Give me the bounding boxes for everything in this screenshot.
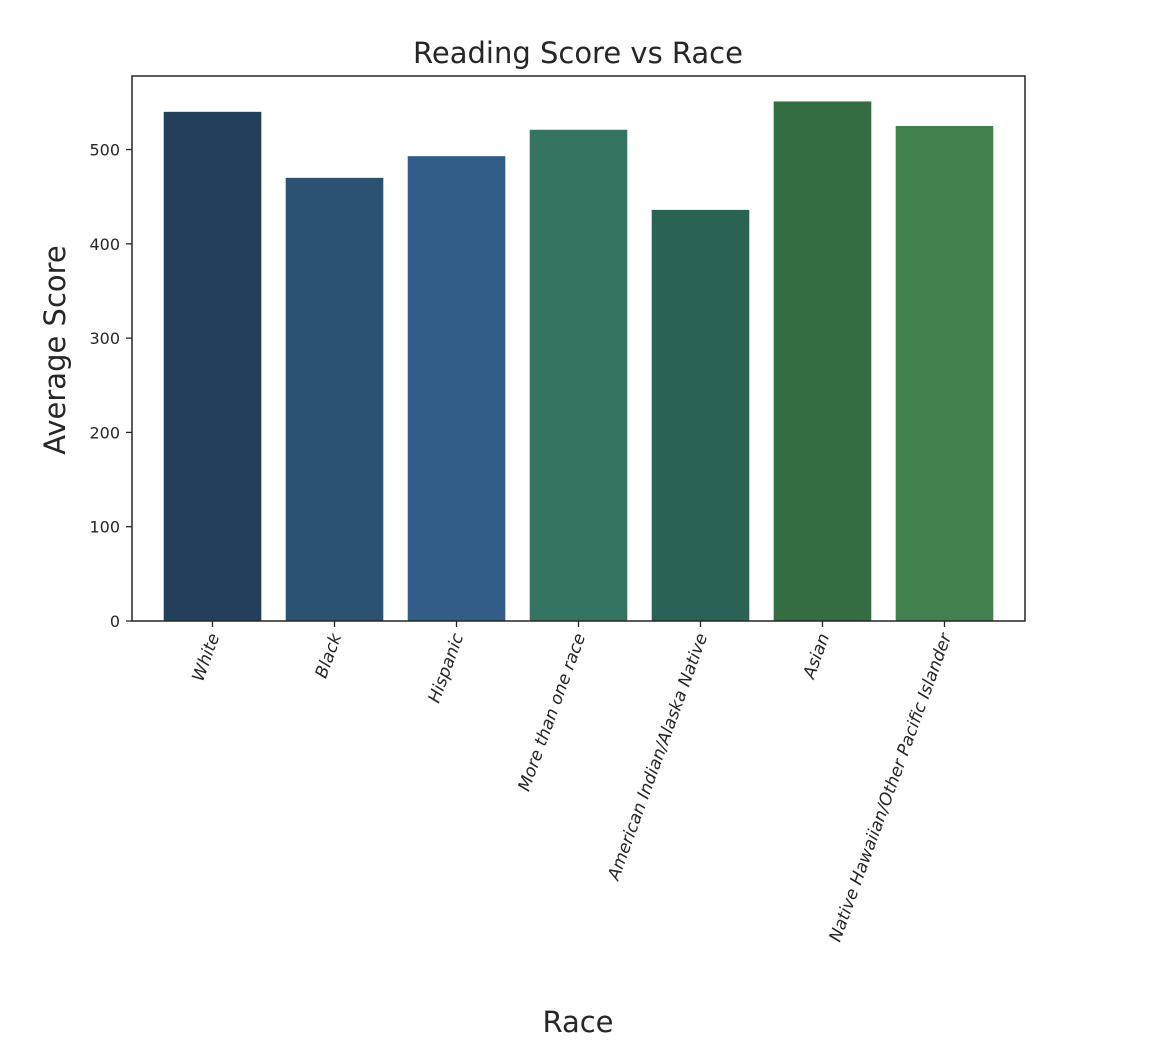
plot-frame	[131, 75, 1026, 622]
bar-american-indian-alaska-native	[651, 209, 750, 621]
bar-hispanic	[407, 156, 506, 621]
x-tick-label: American Indian/Alaska Native	[604, 631, 712, 884]
bar-more-than-one-race	[529, 129, 628, 621]
y-axis-label: Average Score	[38, 245, 72, 455]
x-axis: White Black Hispanic More than one race Amer…	[189, 621, 957, 945]
y-axis: 0 100 200 300 400 500	[89, 141, 132, 631]
chart-title: Reading Score vs Race	[413, 36, 743, 70]
bar-black	[285, 177, 384, 621]
y-tick-label: 200	[89, 423, 120, 442]
x-tick-label: Native Hawaiian/Other Pacific Islander	[826, 630, 957, 945]
x-axis-label: Race	[542, 1005, 613, 1039]
x-tick-label: Black	[312, 630, 347, 681]
bars-group	[163, 101, 994, 621]
y-tick-label: 100	[89, 518, 120, 537]
x-tick-label: Hispanic	[425, 630, 469, 706]
x-tick-label: More than one race	[515, 631, 591, 794]
x-tick-label: Asian	[799, 631, 834, 682]
bar-asian	[773, 101, 872, 621]
x-tick-label: White	[189, 631, 225, 684]
y-tick-label: 400	[89, 235, 120, 254]
y-tick-label: 0	[110, 612, 120, 631]
y-tick-label: 300	[89, 329, 120, 348]
bar-native-hawaiian-other-pacific-islander	[895, 125, 994, 621]
bar-white	[163, 111, 262, 621]
y-tick-label: 500	[89, 141, 120, 160]
